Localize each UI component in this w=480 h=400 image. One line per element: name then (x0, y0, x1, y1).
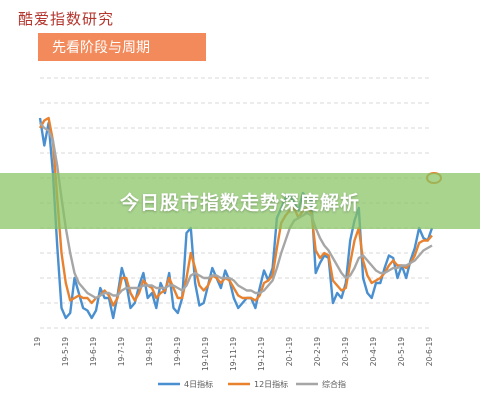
series-line-2 (39, 122, 433, 300)
headline-banner: 今日股市指数走势深度解析 (0, 173, 480, 229)
x-tick-label: 19-12-19 (257, 337, 266, 371)
brand-title: 酷爱指数研究 (18, 10, 115, 28)
legend-label: 4日指标 (184, 379, 213, 389)
section-title-box: 先看阶段与周期 (38, 33, 206, 61)
x-tick-label: 19-7-19 (117, 337, 126, 366)
x-tick-label: 20-4-19 (369, 337, 378, 366)
x-tick-label: 19-5-19 (61, 337, 70, 366)
section-title: 先看阶段与周期 (52, 40, 150, 56)
x-tick-label: 19-6-19 (89, 337, 98, 366)
x-tick-label: 19-9-19 (173, 337, 182, 366)
x-tick-label: 19-11-19 (229, 337, 238, 371)
series-lines (38, 116, 434, 320)
x-tick-label: 20-5-19 (397, 337, 406, 366)
legend-label: 综合指 (322, 379, 346, 389)
x-tick-label: 19-8-19 (145, 337, 154, 366)
series-line-0 (38, 117, 434, 320)
legend: 4日指标 12日指标 综合指 (158, 379, 346, 389)
x-tick-label: 20-1-19 (285, 337, 294, 366)
banner-title: 今日股市指数走势深度解析 (119, 191, 360, 214)
x-tick-label: 20-2-19 (313, 337, 322, 366)
x-tick-label: 19-10-19 (201, 337, 210, 371)
x-axis-ticks: 19 19-5-19 19-6-19 19-7-19 19-8-19 19-9-19 19-… (33, 337, 434, 371)
series-line-1 (38, 116, 433, 307)
x-tick-label: 19 (33, 337, 42, 347)
x-tick-label: 20-6-19 (425, 337, 434, 366)
legend-label: 12日指标 (254, 379, 288, 389)
x-tick-label: 20-3-19 (341, 337, 350, 366)
